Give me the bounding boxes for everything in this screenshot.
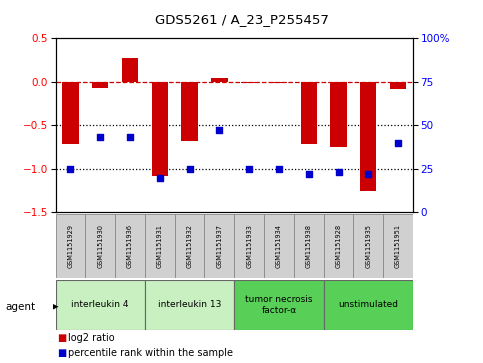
Point [67, 166, 74, 172]
Point [394, 140, 402, 146]
Bar [383, 214, 413, 278]
Bar [211, 78, 227, 82]
Text: GSM1151933: GSM1151933 [246, 224, 252, 268]
Bar [241, 82, 257, 83]
Point [335, 170, 342, 175]
Bar [390, 82, 406, 89]
Bar [152, 82, 168, 176]
Bar [56, 214, 85, 278]
Text: GSM1151934: GSM1151934 [276, 224, 282, 268]
Text: GSM1151928: GSM1151928 [336, 224, 341, 268]
Text: GSM1151932: GSM1151932 [186, 224, 193, 268]
Bar [300, 82, 317, 144]
Point [156, 175, 164, 180]
Bar [294, 214, 324, 278]
Bar [145, 214, 175, 278]
Point [215, 127, 223, 133]
Text: GDS5261 / A_23_P255457: GDS5261 / A_23_P255457 [155, 13, 328, 26]
Point [245, 166, 253, 172]
Bar [234, 280, 324, 330]
Bar [354, 214, 383, 278]
Bar [122, 58, 138, 82]
Bar [182, 82, 198, 141]
Bar [204, 214, 234, 278]
Bar [62, 82, 79, 144]
Bar [234, 214, 264, 278]
Point [275, 166, 283, 172]
Text: GSM1151930: GSM1151930 [97, 224, 103, 268]
Bar [264, 214, 294, 278]
Bar [360, 82, 376, 191]
Point [364, 171, 372, 177]
Bar [145, 280, 234, 330]
Text: percentile rank within the sample: percentile rank within the sample [68, 348, 233, 358]
Text: unstimulated: unstimulated [338, 301, 398, 309]
Bar [85, 214, 115, 278]
Text: GSM1151931: GSM1151931 [157, 224, 163, 268]
Point [305, 171, 313, 177]
Text: GSM1151937: GSM1151937 [216, 224, 222, 268]
Point [126, 135, 134, 140]
Text: ■: ■ [57, 348, 66, 358]
Text: GSM1151938: GSM1151938 [306, 224, 312, 268]
Text: GSM1151951: GSM1151951 [395, 224, 401, 268]
Bar [115, 214, 145, 278]
Text: GSM1151929: GSM1151929 [68, 224, 73, 268]
Bar [324, 280, 413, 330]
Bar [271, 82, 287, 83]
Text: log2 ratio: log2 ratio [68, 333, 114, 343]
Bar [324, 214, 354, 278]
Bar [330, 82, 347, 147]
Text: tumor necrosis
factor-α: tumor necrosis factor-α [245, 295, 313, 315]
Point [97, 135, 104, 140]
Text: GSM1151936: GSM1151936 [127, 224, 133, 268]
Text: ■: ■ [57, 333, 66, 343]
Bar [175, 214, 204, 278]
Text: interleukin 13: interleukin 13 [158, 301, 221, 309]
Text: GSM1151935: GSM1151935 [365, 224, 371, 268]
Text: interleukin 4: interleukin 4 [71, 301, 129, 309]
Bar [56, 280, 145, 330]
Text: agent: agent [6, 302, 36, 312]
Bar [92, 82, 108, 88]
Point [185, 166, 193, 172]
